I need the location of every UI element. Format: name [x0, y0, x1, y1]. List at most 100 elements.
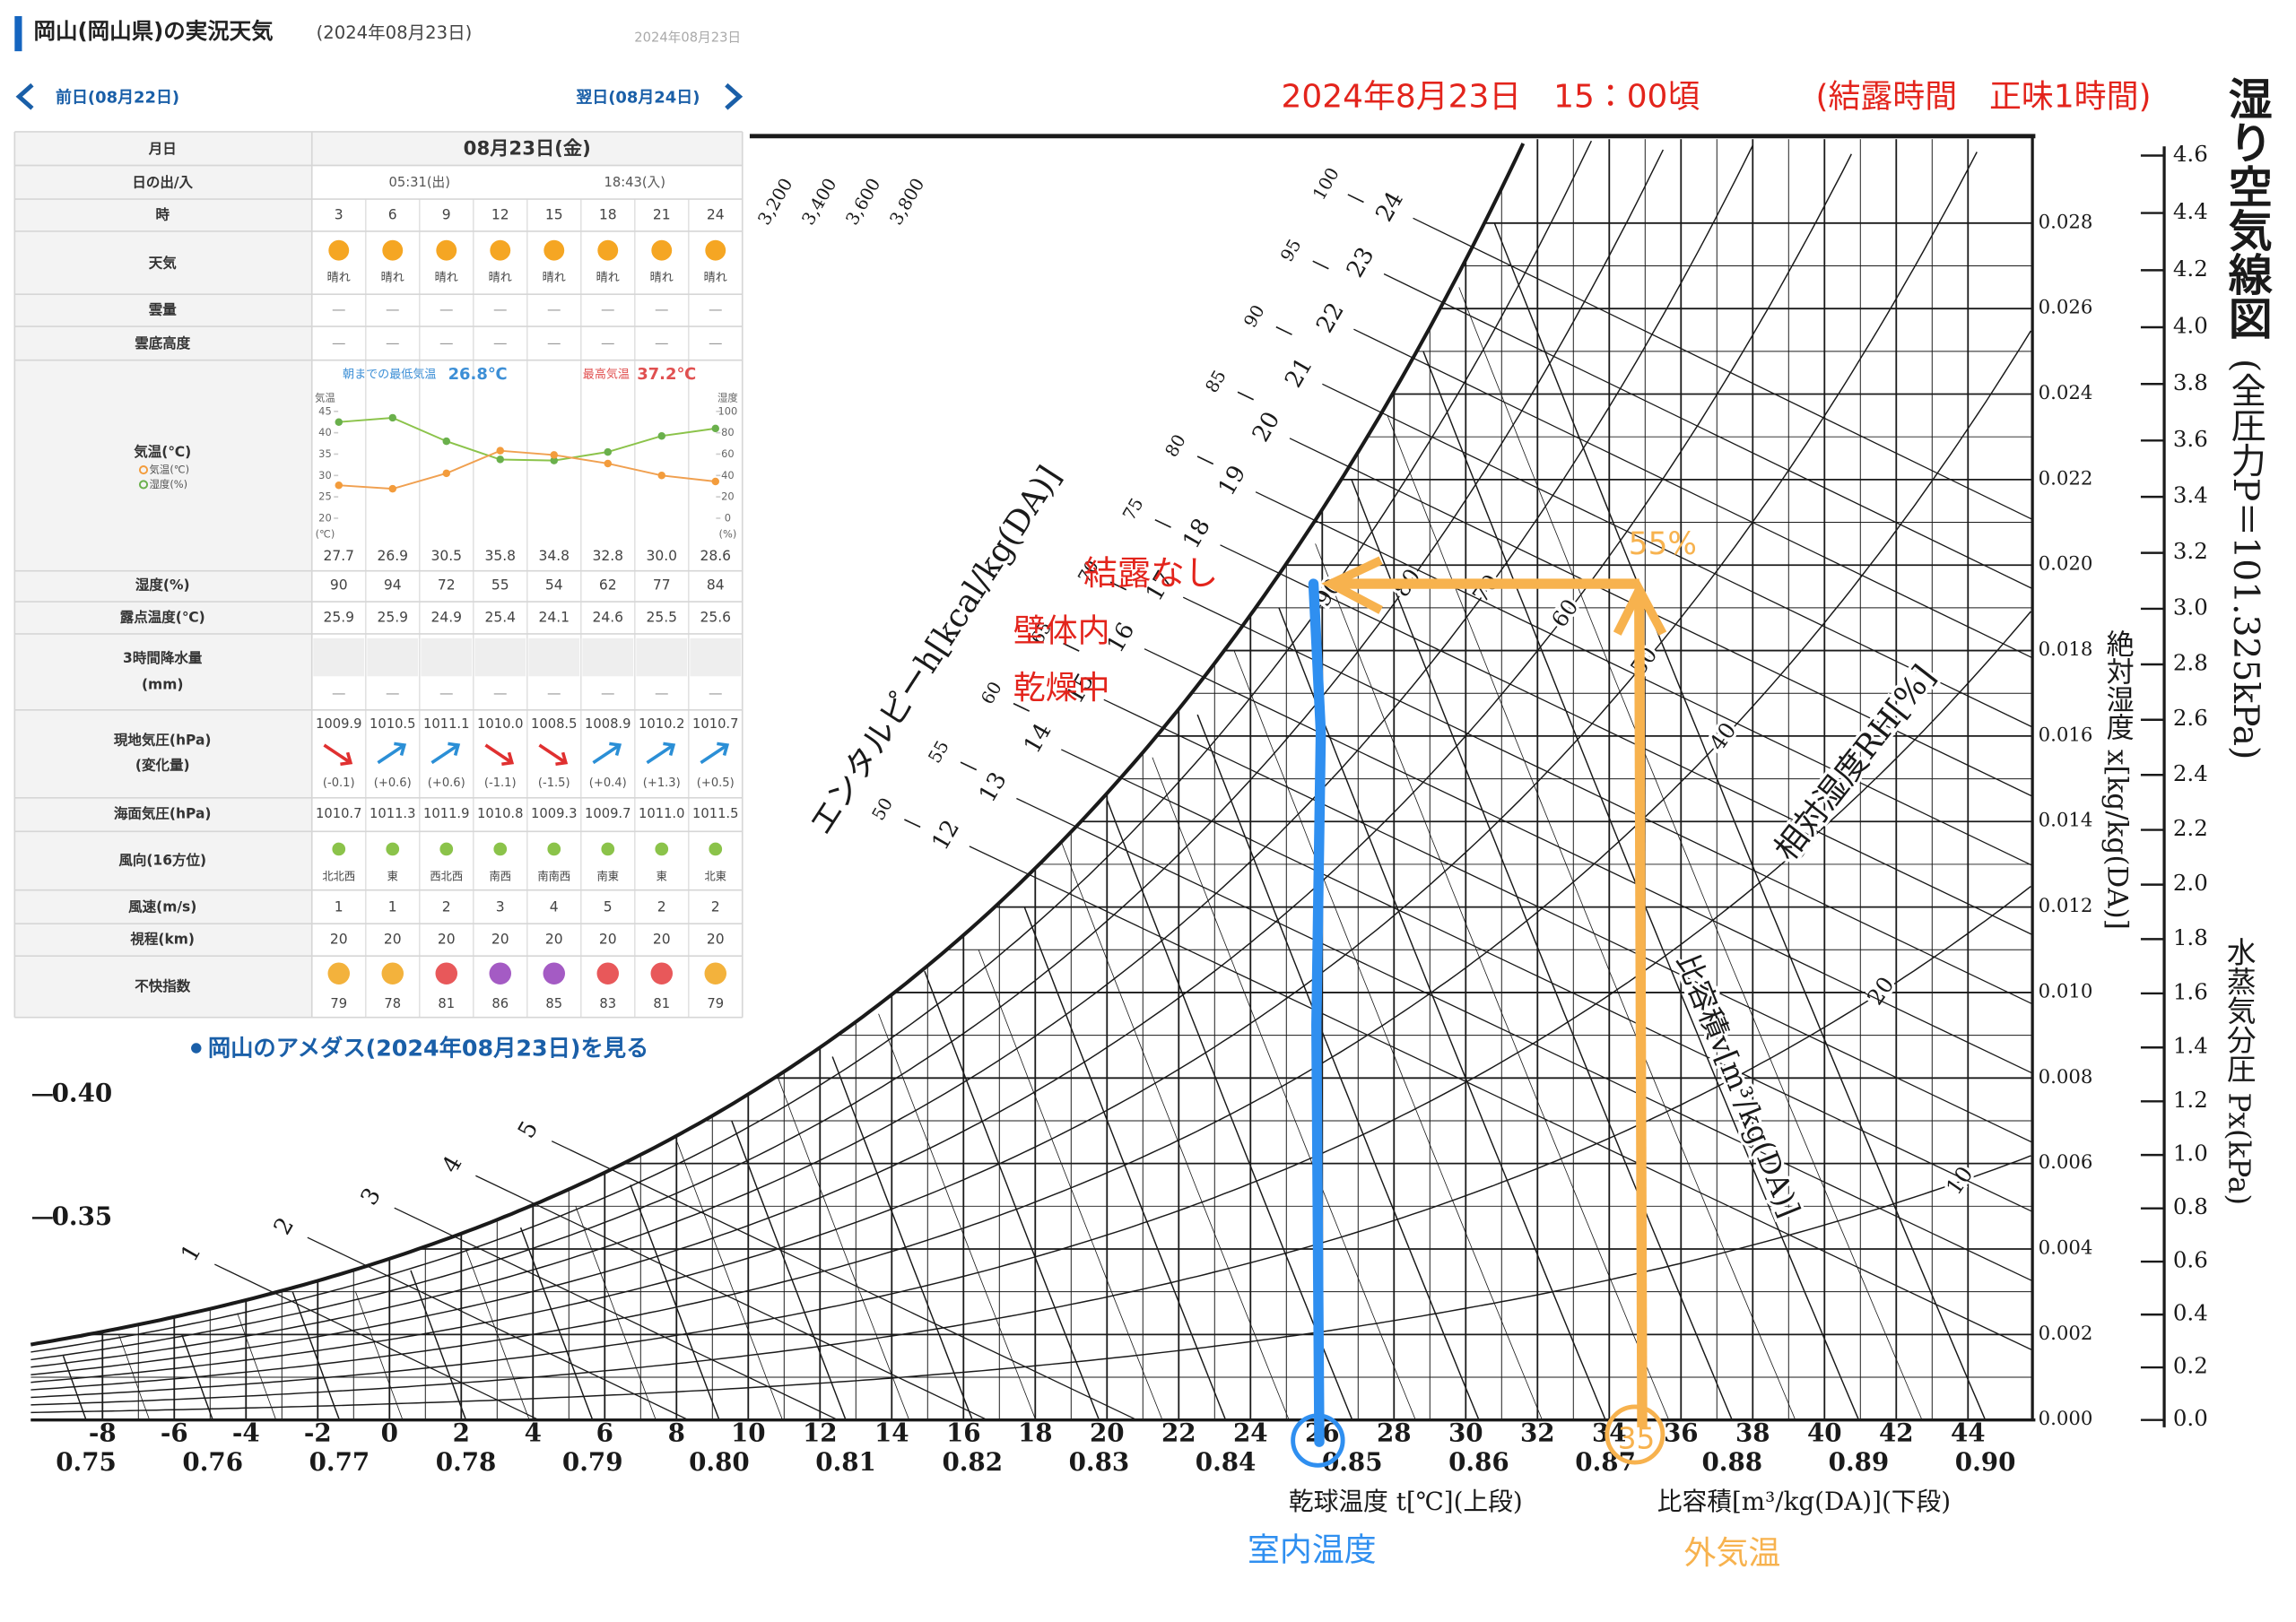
- saturation-curve: [30, 143, 1526, 1347]
- cell-value: 86: [491, 996, 509, 1011]
- pressure-tick-label: 2.4: [2173, 760, 2208, 786]
- temp-tick-label: -4: [232, 1418, 260, 1448]
- weather-icon: [651, 239, 673, 261]
- rh-curve: [30, 152, 1978, 1383]
- pressure-change-arrow: [377, 743, 405, 765]
- enthalpy-kj-tick: [1154, 518, 1171, 528]
- row-label: 天気: [149, 254, 178, 271]
- pressure-tick-label: 3.6: [2173, 426, 2208, 452]
- pressure-tick-label: 4.2: [2173, 256, 2208, 282]
- annotation-text: 壁体内: [1013, 612, 1110, 649]
- cell-value: 1011.0: [639, 806, 684, 821]
- weather-icon: [597, 239, 619, 261]
- humidity-point: [604, 447, 612, 456]
- pressure-change: (+0.6): [428, 776, 465, 790]
- cell-value: 西北西: [430, 870, 463, 882]
- pressure-tick-label: 1.4: [2173, 1033, 2208, 1059]
- volume-tick-label: 0.75: [56, 1447, 117, 1477]
- cell-value: 28.6: [700, 548, 731, 564]
- row-label: (変化量): [135, 756, 190, 773]
- cell-value: 25.9: [377, 609, 408, 625]
- pressure-tick-label: 0.8: [2173, 1193, 2208, 1219]
- arrow-head: [1613, 579, 1667, 636]
- pressure-tick-label: 0.2: [2173, 1353, 2208, 1379]
- precip-cell-bg: [528, 638, 580, 677]
- volume-tick-label: 0.83: [1069, 1447, 1130, 1477]
- temp-tick-label: 14: [874, 1418, 909, 1448]
- cell-value: 20: [384, 932, 402, 948]
- amedas-link[interactable]: 岡山のアメダス(2024年08月23日)を見る: [208, 1036, 649, 1062]
- cell-value: 25.6: [700, 609, 731, 625]
- weather-panel: 岡山(岡山県)の実況天気 (2024年08月23日) 2024年08月23日前日(0…: [0, 0, 750, 1077]
- enthalpy-line: [1103, 698, 2033, 1143]
- cell-value: 25.9: [323, 609, 354, 625]
- mini-y-tick-label: 40: [318, 426, 332, 438]
- outdoor-rh-label: 55%: [1629, 526, 1697, 562]
- temp-tick-label: 32: [1520, 1418, 1555, 1448]
- cell-value: —: [655, 302, 669, 318]
- next-day-link[interactable]: 翌日(08月24日): [576, 88, 700, 107]
- enthalpy-kj-tick: [1109, 581, 1127, 591]
- pressure-tick-label: 3.2: [2173, 538, 2208, 564]
- cell-value: —: [709, 685, 723, 701]
- temperature-point: [604, 459, 612, 468]
- prev-day-link[interactable]: 前日(08月22日): [56, 87, 179, 107]
- left-scale-label: 0.40: [52, 1079, 113, 1108]
- humidity-tick-label: 0.016: [2039, 724, 2093, 746]
- cell-value: 南南西: [537, 869, 570, 882]
- cell-value: 北北西: [322, 870, 355, 882]
- sunset: 18:43(入): [604, 175, 665, 190]
- mini-axis-title: 気温: [315, 392, 335, 404]
- cell-value: 24.9: [430, 609, 462, 625]
- cell-value: 20: [545, 932, 563, 948]
- cell-value: 72: [438, 577, 456, 594]
- cell-value: 3: [496, 899, 505, 915]
- volume-line: [62, 1355, 87, 1420]
- cell-value: 2: [657, 899, 666, 915]
- wind-icon: [386, 842, 400, 856]
- cell-value: 1010.7: [316, 806, 361, 821]
- arrow-head: [717, 742, 730, 756]
- minor-volume-line: [1233, 650, 1543, 1420]
- minor-volume-line: [878, 1013, 1037, 1420]
- wind-icon: [547, 842, 561, 856]
- enthalpy-line: [1383, 273, 2033, 590]
- rh-curve: [30, 149, 1665, 1361]
- mini-y-tick-label: 30: [318, 469, 332, 481]
- pressure-change: (-0.1): [323, 776, 355, 790]
- temp-tick-label: 12: [803, 1418, 838, 1448]
- volume-tick-label: 0.77: [309, 1447, 370, 1477]
- cell-value: 1011.5: [692, 806, 738, 821]
- annotation-date: 2024年8月23日 15：00頃: [1282, 78, 1700, 115]
- cell-value: 90: [330, 577, 348, 594]
- enthalpy-line: [475, 1175, 988, 1421]
- cell-value: 1011.9: [423, 806, 469, 821]
- temp-tick-label: 40: [1807, 1418, 1842, 1448]
- outdoor-label: 外気温: [1684, 1535, 1781, 1572]
- row-label: 時: [155, 206, 170, 223]
- minor-volume-line: [237, 1313, 277, 1420]
- pressure-change-arrow: [592, 743, 621, 765]
- enthalpy-kj-tick: [1063, 642, 1080, 652]
- arrow-head: [663, 742, 676, 756]
- temp-axis-title: 乾球温度 t[℃](上段): [1289, 1487, 1523, 1516]
- enthalpy-line: [1144, 648, 2033, 1074]
- cell-value: 1010.5: [370, 716, 415, 732]
- legend-label: 湿度(%): [150, 478, 188, 490]
- mini-y2-tick-label: 20: [721, 490, 735, 503]
- cell-value: 20: [438, 932, 456, 948]
- cell-value: 1009.3: [531, 806, 577, 821]
- humidity-tick-label: 0.018: [2039, 638, 2093, 661]
- cell-value: —: [439, 685, 453, 701]
- row-label: 視程(km): [129, 931, 195, 948]
- cell-value: —: [709, 335, 723, 351]
- arrow-head: [555, 751, 569, 767]
- volume-line: [291, 1291, 341, 1420]
- cell-value: 1010.8: [477, 806, 523, 821]
- pressure-tick-label: 2.2: [2173, 815, 2208, 841]
- weather-icon: [328, 239, 350, 261]
- precip-cell-bg: [636, 638, 688, 677]
- header-row-bg: [311, 131, 743, 166]
- cell-value: 30.5: [430, 548, 462, 564]
- temp-tick-label: -2: [304, 1418, 332, 1448]
